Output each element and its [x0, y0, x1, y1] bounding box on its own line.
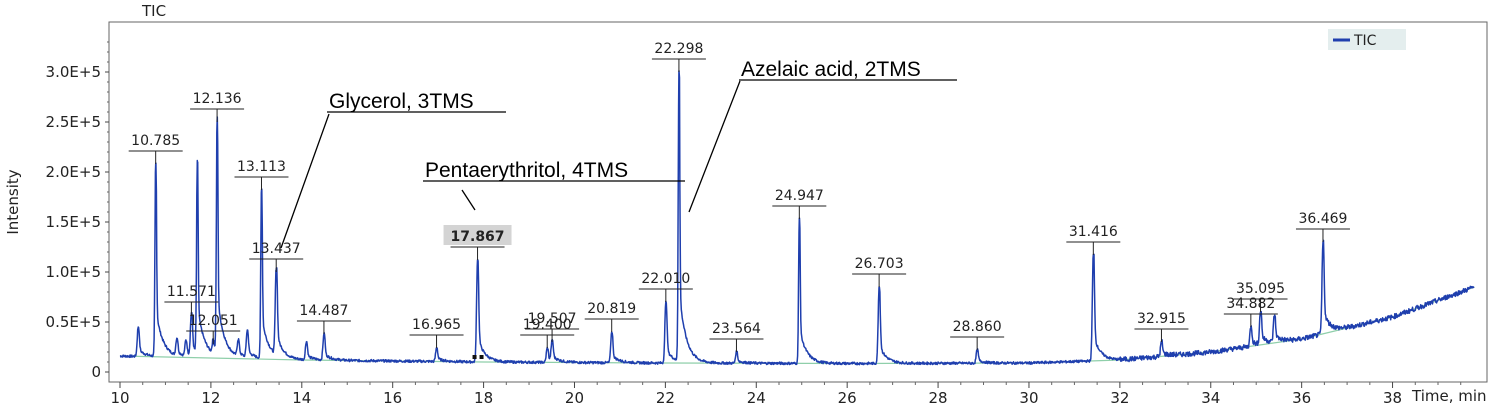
compound-annotation-label: Pentaerythritol, 4TMS: [425, 159, 628, 182]
compound-annotation-label: Azelaic acid, 2TMS: [741, 58, 921, 81]
peak-label: 24.947: [775, 188, 824, 204]
x-tick-label: 38: [1383, 389, 1402, 407]
y-tick-label: 1.5E+5: [46, 213, 101, 231]
annotation-leader: [280, 113, 330, 249]
x-tick-label: 12: [201, 389, 220, 407]
y-axis-label: Intensity: [4, 169, 22, 234]
x-tick-label: 26: [838, 389, 857, 407]
peak-label: 31.416: [1069, 224, 1118, 240]
annotation-leader: [688, 80, 741, 213]
compound-annotations: Glycerol, 3TMS Pentaerythritol, 4TMS Azela…: [280, 58, 957, 359]
peak-label: 34.882: [1226, 296, 1275, 312]
x-tick-label: 32: [1110, 389, 1129, 407]
peak-label: 26.703: [855, 256, 904, 272]
peak-label: 28.860: [953, 319, 1002, 335]
peak-labels: 10.785 11.571 12.051 12.136 13.113 13.437 14.4…: [128, 41, 1350, 352]
x-axis-label: Time, min: [1411, 387, 1487, 405]
peak-label: 23.564: [712, 321, 761, 337]
peak-label: 36.469: [1298, 211, 1347, 227]
peak-label: 35.095: [1236, 281, 1285, 297]
y-tick-label: 3.0E+5: [46, 63, 101, 81]
peak-label: 13.437: [252, 241, 301, 257]
y-tick-label: 0.5E+5: [46, 313, 101, 331]
x-axis: 10 12 14 16 18 20 22 24 26 28 30 32 34 36 38: [110, 382, 1462, 407]
peak-label: 19.507: [528, 311, 577, 327]
peak-label: 16.965: [412, 317, 461, 333]
y-tick-label: 0: [91, 363, 101, 381]
peak-label: 32.915: [1137, 311, 1186, 327]
x-tick-label: 18: [474, 389, 493, 407]
legend-entry: TIC: [1353, 33, 1377, 49]
peak-label: 13.113: [237, 159, 286, 175]
peak-label: 12.051: [189, 313, 238, 329]
x-tick-label: 20: [565, 389, 584, 407]
peak-label: 11.571: [167, 284, 216, 300]
annotation-leader: [461, 189, 476, 211]
x-tick-label: 36: [1292, 389, 1311, 407]
y-tick-label: 2.5E+5: [46, 113, 101, 131]
tic-series-line: [119, 70, 1475, 366]
legend: TIC: [1328, 29, 1406, 50]
peak-label: 22.010: [641, 271, 690, 287]
peak-label: 20.819: [587, 301, 636, 317]
peak-label-highlight: [443, 225, 512, 245]
x-tick-label: 10: [110, 389, 129, 407]
peak-label: 12.136: [193, 91, 242, 107]
peak-label: 10.785: [131, 133, 180, 149]
peak-label: 14.487: [299, 303, 348, 319]
chart-title: TIC: [141, 2, 166, 20]
peak-label: 17.867: [451, 229, 505, 245]
x-tick-label: 14: [292, 389, 311, 407]
x-tick-label: 28: [929, 389, 948, 407]
y-tick-label: 1.0E+5: [46, 263, 101, 281]
x-tick-label: 34: [1201, 389, 1220, 407]
x-tick-label: 30: [1019, 389, 1038, 407]
integration-marker-end: [479, 355, 484, 359]
compound-annotation-label: Glycerol, 3TMS: [329, 90, 474, 113]
peak-label: 22.298: [654, 41, 703, 57]
y-axis: 0 0.5E+5 1.0E+5 1.5E+5 2.0E+5 2.5E+5 3.0E+5: [46, 41, 109, 381]
legend-box: [1328, 29, 1406, 50]
x-tick-label: 22: [656, 389, 675, 407]
y-tick-label: 2.0E+5: [46, 163, 101, 181]
integration-marker-start: [472, 355, 477, 359]
x-tick-label: 24: [747, 389, 766, 407]
x-tick-label: 16: [383, 389, 402, 407]
